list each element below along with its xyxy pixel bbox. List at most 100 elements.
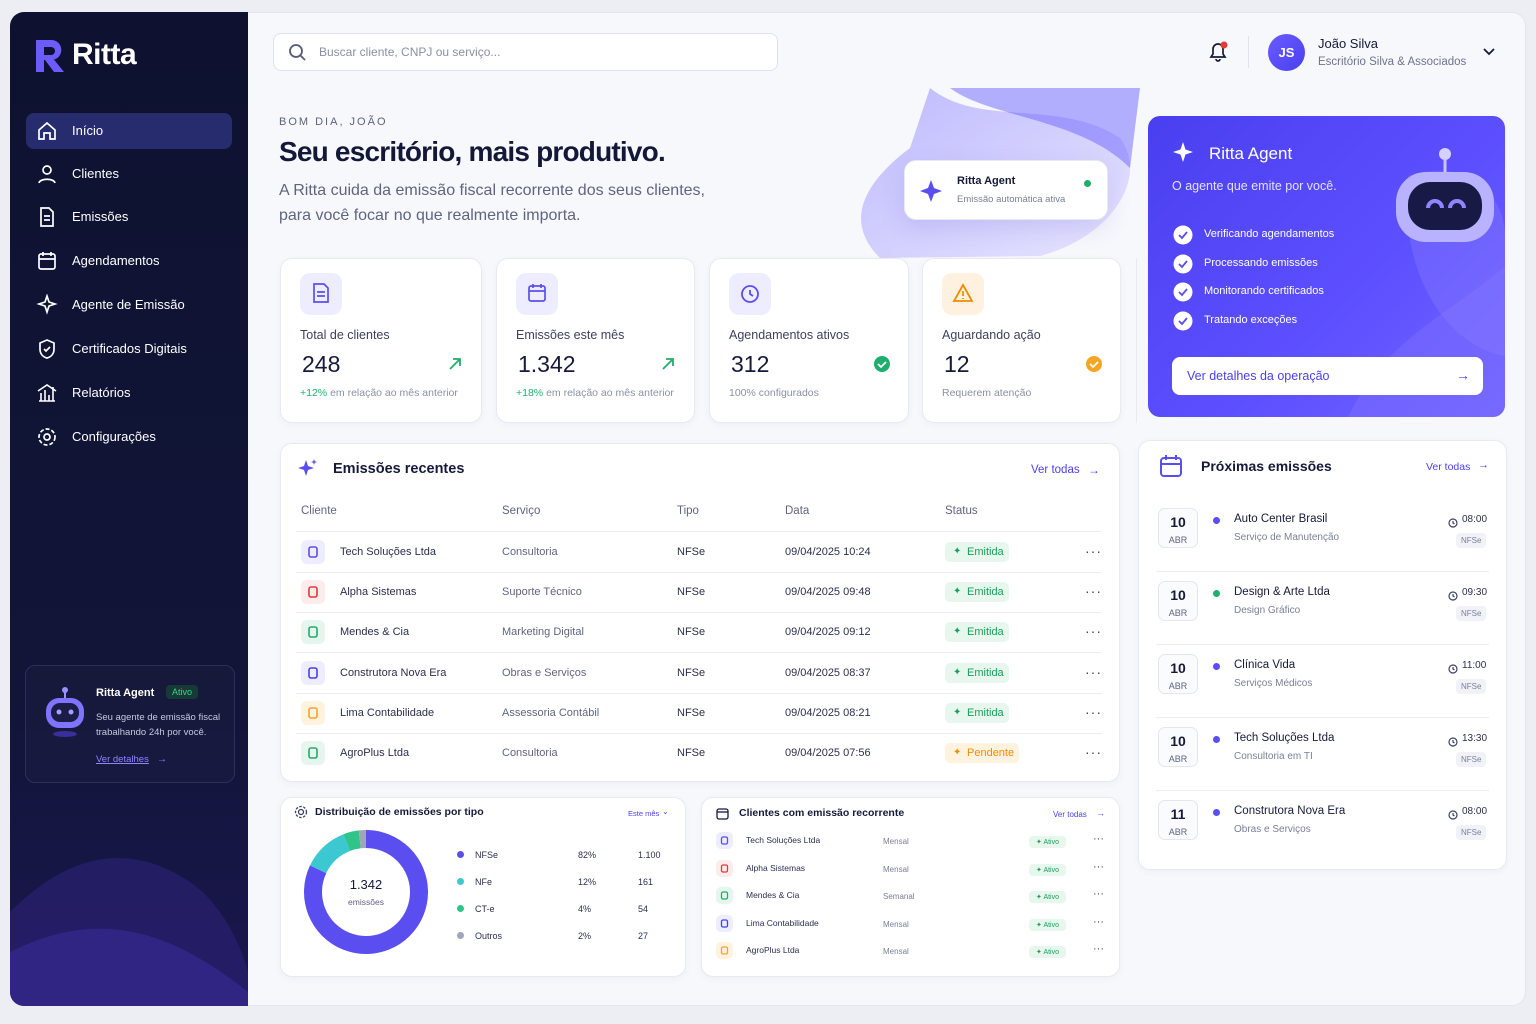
frequency: Mensal	[883, 919, 909, 929]
rect-shape	[720, 863, 729, 873]
status-icon: ✦	[953, 626, 962, 638]
chevron: ⌄	[662, 807, 669, 816]
card-title: Próximas emissões	[1201, 458, 1332, 474]
user-company: Escritório Silva & Associados	[1318, 56, 1467, 68]
svg-shape	[1173, 254, 1193, 273]
path-shape	[1173, 142, 1193, 162]
more-button[interactable]: ···	[1093, 888, 1104, 900]
chevron[interactable]	[1481, 44, 1497, 65]
circle-shape	[56, 709, 62, 715]
circle-shape	[1173, 225, 1193, 245]
client-icon	[301, 540, 325, 564]
more-button[interactable]: ···	[1085, 543, 1102, 559]
nav-item[interactable]: Relatórios	[72, 385, 131, 400]
legend-count: 161	[638, 877, 654, 887]
path-shape	[36, 40, 64, 72]
path-shape	[36, 293, 58, 315]
svg-shape	[874, 356, 890, 372]
sidebar-agent-card	[25, 665, 235, 783]
more-button[interactable]: ···	[1085, 744, 1102, 760]
status-dot	[1213, 736, 1220, 743]
more-button[interactable]: ···	[1093, 943, 1104, 955]
link[interactable]: Ver todas	[1426, 461, 1471, 473]
period-select[interactable]: Este mês	[628, 809, 660, 818]
circle-shape	[1220, 41, 1228, 49]
stat-icon	[729, 273, 771, 315]
path-shape	[529, 284, 545, 292]
logo-mark	[36, 40, 64, 72]
row-divider	[296, 531, 1102, 532]
stat-trend	[1085, 355, 1103, 378]
status-pill: ✦ Ativo	[1029, 946, 1066, 958]
item-service: Design Gráfico	[1234, 605, 1301, 616]
svg-shape	[1160, 455, 1182, 477]
link[interactable]: Ver todas	[1053, 810, 1087, 819]
circle-shape	[1173, 282, 1193, 302]
path-shape	[1178, 231, 1188, 240]
nav-item[interactable]: Emissões	[72, 209, 129, 224]
status-icon: ✦	[953, 747, 962, 758]
circle-shape	[1448, 591, 1458, 601]
nav-icon	[36, 163, 58, 190]
rect-shape	[720, 836, 729, 845]
type-tag: NFSe	[1456, 533, 1487, 548]
column-header: Cliente	[301, 505, 337, 517]
bell-icon[interactable]	[1206, 40, 1230, 69]
upcoming-card	[1138, 440, 1507, 870]
more-button[interactable]: ···	[1085, 703, 1102, 720]
legend-share: 2%	[578, 931, 592, 941]
svg-shape	[308, 586, 318, 598]
sidebar-agent-link[interactable]: Ver detalhes	[96, 754, 149, 765]
donut-chart	[300, 826, 432, 958]
cell: Construtora Nova Era	[340, 666, 447, 679]
nav-item[interactable]: Agendamentos	[72, 253, 160, 268]
path-shape	[38, 121, 56, 140]
divider	[1248, 36, 1249, 68]
nav-item[interactable]: Configurações	[72, 429, 156, 444]
date-month: ABR	[1168, 535, 1188, 545]
agent-task: Monitorando certificados	[1204, 285, 1324, 297]
stat-note: +12% em relação ao mês anterior	[300, 387, 458, 399]
path-shape	[298, 459, 317, 476]
path-shape	[44, 47, 55, 55]
nav-item[interactable]: Clientes	[72, 166, 119, 181]
nav-item[interactable]: Início	[72, 123, 104, 138]
nav-item[interactable]: Agente de Emissão	[72, 297, 185, 312]
client-icon	[716, 942, 733, 959]
donut-label: emissões	[348, 897, 384, 907]
cell: Mendes & Cia	[340, 626, 410, 639]
card-title: Emissões recentes	[333, 461, 465, 477]
gear-icon	[294, 805, 308, 824]
svg-shape	[1448, 810, 1458, 820]
cell: Consultoria	[502, 546, 558, 558]
circle-shape	[68, 709, 74, 715]
ellipse-shape	[53, 731, 77, 737]
rect-shape	[38, 253, 56, 270]
date-box	[1158, 654, 1198, 694]
status-text: Emitida	[967, 626, 1004, 639]
agent-button-label[interactable]: Ver detalhes da operação	[1187, 369, 1330, 383]
svg-shape	[308, 747, 318, 759]
more-button[interactable]: ···	[1093, 833, 1104, 845]
search-box[interactable]	[273, 33, 778, 71]
status-pill	[945, 662, 1009, 683]
client-icon	[716, 859, 733, 877]
more-button[interactable]: ···	[1085, 623, 1102, 640]
rect-shape	[308, 706, 318, 719]
item-time: 11:00	[1462, 660, 1487, 671]
link[interactable]: Ver todas	[1031, 464, 1080, 476]
hero-title: Seu escritório, mais produtivo.	[279, 136, 666, 167]
agent-button[interactable]	[1172, 357, 1483, 395]
path-shape	[1161, 455, 1181, 465]
clock-icon	[1448, 807, 1458, 825]
more-button[interactable]: ···	[1093, 860, 1104, 873]
stat-note: Requerem atenção	[942, 387, 1031, 399]
more-button[interactable]: ···	[1093, 915, 1104, 928]
nav-item[interactable]: Certificados Digitais	[72, 341, 187, 356]
more-button[interactable]: ···	[1085, 583, 1102, 600]
donut-total: 1.342	[349, 877, 383, 892]
client-name: AgroPlus Ltda	[746, 945, 800, 955]
svg-shape	[716, 808, 729, 820]
status-pill	[945, 743, 1019, 763]
more-button[interactable]: ···	[1085, 663, 1102, 680]
